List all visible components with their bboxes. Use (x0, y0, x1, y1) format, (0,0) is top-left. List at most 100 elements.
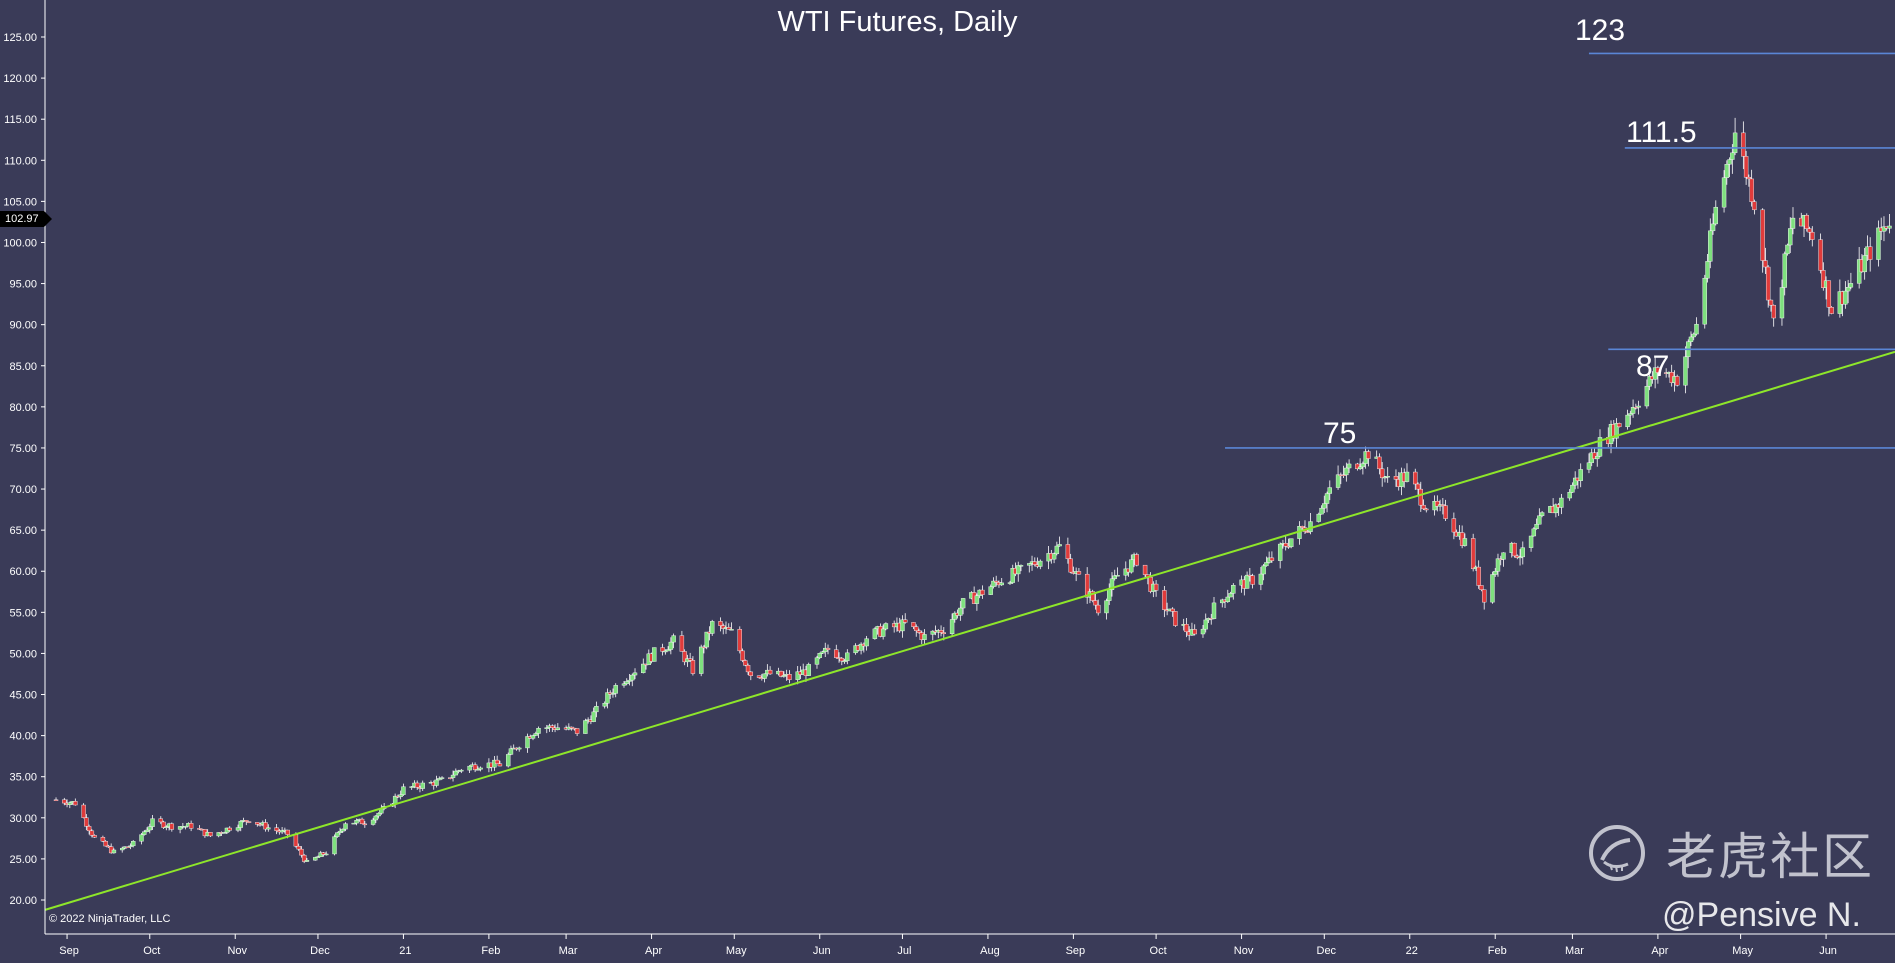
candle-body (632, 672, 638, 676)
candle-body (533, 733, 538, 736)
candle-body (1192, 629, 1197, 635)
candle-body (1821, 270, 1826, 288)
candle-body (718, 621, 723, 626)
candle-body (92, 835, 97, 838)
candle-body (1200, 628, 1206, 635)
x-tick-label: May (726, 945, 747, 957)
candle-body (208, 832, 213, 837)
candle-body (1104, 600, 1109, 614)
candle-body (1517, 556, 1523, 559)
x-tick-label: Sep (1066, 945, 1086, 957)
candle-body (324, 853, 329, 856)
candle-body (315, 856, 321, 858)
candle-body (497, 763, 503, 767)
candle-body (1038, 560, 1043, 567)
candle-body (1553, 504, 1559, 514)
candle-body (1109, 578, 1115, 590)
candle-body (222, 832, 227, 834)
x-tick-label: Apr (1651, 945, 1668, 957)
candle-body (1357, 466, 1363, 470)
candle-body (1393, 476, 1399, 480)
candle-body (1107, 589, 1112, 601)
candle-body (1674, 376, 1680, 386)
candle-body (370, 819, 376, 825)
candle-body (1881, 226, 1887, 232)
candle-body (1531, 528, 1537, 537)
candle-body (1724, 164, 1730, 178)
candle-body (362, 823, 368, 826)
y-axis: 20.00 25.00 30.00 35.00 40.00 45.00 50.00 55.00… (3, 0, 46, 934)
candle-body (630, 674, 635, 681)
candle-body (1501, 552, 1506, 560)
level-label: 75 (1323, 417, 1356, 450)
candle-body (343, 823, 348, 830)
candle-body (420, 782, 425, 789)
candle-body (743, 660, 748, 666)
candle-body (652, 647, 657, 662)
y-tick-label: 90.00 (9, 320, 37, 332)
candle-body (1760, 209, 1765, 261)
y-tick-label: 65.00 (9, 525, 37, 537)
candle-body (930, 630, 935, 635)
candle-body (825, 647, 831, 650)
y-tick-label: 85.00 (9, 361, 37, 373)
candle-body (1636, 405, 1641, 408)
candle-body (914, 626, 919, 631)
candle-body (128, 845, 133, 848)
candle-body (555, 727, 561, 730)
candle-body (1244, 574, 1250, 589)
candle-body (1470, 538, 1476, 570)
candle-body (84, 817, 89, 827)
candle-body (745, 665, 751, 673)
y-tick-label: 20.00 (9, 895, 37, 907)
candle-body (1818, 239, 1823, 271)
candle-body (795, 671, 800, 680)
candle-body (73, 801, 78, 806)
candle-body (373, 815, 379, 821)
candle-body (1443, 505, 1448, 519)
x-tick-label: Dec (310, 945, 330, 957)
candle-body (1495, 558, 1501, 572)
candle-body (864, 638, 869, 647)
candle-body (1319, 507, 1324, 515)
candle-body (1807, 228, 1812, 233)
candle-body (472, 764, 478, 771)
candle-body (916, 630, 922, 633)
candle-body (988, 586, 993, 595)
y-tick-label: 110.00 (4, 155, 37, 167)
candle-body (1688, 336, 1694, 342)
candle-body (980, 589, 985, 595)
candle-body (836, 657, 842, 659)
candle-body (817, 653, 822, 658)
candle-body (1211, 602, 1217, 619)
x-tick-label: Mar (1565, 945, 1584, 957)
candle-body (296, 846, 301, 850)
candle-body (911, 622, 916, 627)
x-tick-label: Feb (1488, 945, 1507, 957)
candle-body (1228, 593, 1233, 598)
candle-body (1346, 463, 1352, 469)
candle-body (671, 635, 676, 643)
candle-body (721, 625, 726, 629)
candle-body (787, 674, 792, 680)
candle-body (1418, 488, 1423, 506)
candle-body (467, 765, 472, 771)
candle-body (1283, 543, 1288, 547)
candle-body (274, 827, 279, 831)
candle-body (748, 671, 754, 676)
candle-body (354, 820, 359, 824)
candle-body (1876, 227, 1881, 260)
y-tick-label: 40.00 (9, 731, 37, 743)
candle-body (536, 728, 541, 734)
x-tick-label: Mar (559, 945, 578, 957)
candle-body (1016, 565, 1021, 575)
candle-body (839, 658, 844, 662)
candle-body (1018, 565, 1024, 567)
candle-body (900, 619, 905, 632)
candle-body (1355, 463, 1360, 470)
candle-body (1578, 469, 1583, 481)
candle-body (144, 829, 150, 832)
x-tick-label: Sep (59, 945, 79, 957)
candle-body (1129, 559, 1134, 573)
